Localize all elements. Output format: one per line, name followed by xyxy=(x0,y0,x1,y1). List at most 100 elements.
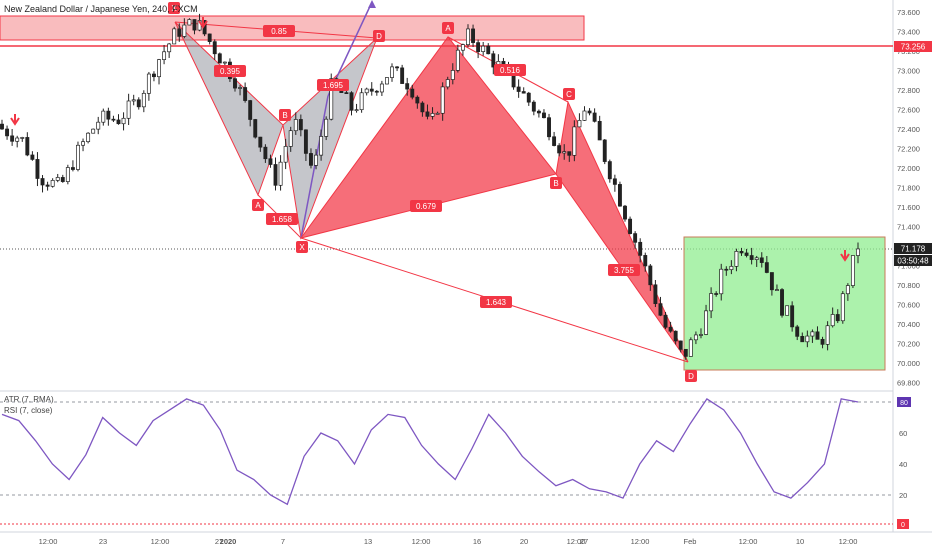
candle-body xyxy=(775,289,779,291)
point-a-main[interactable]: A xyxy=(442,22,454,34)
candle-body xyxy=(628,218,633,234)
time-tick-label: 10 xyxy=(796,537,804,546)
candle-body xyxy=(739,251,744,254)
candle-body xyxy=(526,92,531,103)
candle-body xyxy=(217,53,222,64)
candle-body xyxy=(521,91,526,94)
price-tick-label: 71.600 xyxy=(897,203,920,212)
ratio-label[interactable]: 1.695 xyxy=(317,79,349,91)
candle-body xyxy=(30,154,35,160)
candle-body xyxy=(663,314,668,328)
svg-text:0.395: 0.395 xyxy=(220,67,241,76)
candle-body xyxy=(643,255,648,267)
time-axis[interactable] xyxy=(0,532,893,550)
candle-body xyxy=(754,257,759,260)
candle-body xyxy=(177,28,182,37)
candle-body xyxy=(445,79,450,88)
time-tick-label: 12:00 xyxy=(839,537,858,546)
candle-body xyxy=(101,110,106,123)
candle-body xyxy=(460,44,465,51)
candle-body xyxy=(597,120,602,141)
bat-pattern-left[interactable] xyxy=(174,0,378,240)
point-b-left[interactable]: B xyxy=(279,109,291,121)
candle-body xyxy=(288,130,293,147)
rsi-label: RSI (7, close) xyxy=(4,406,53,415)
candle-body xyxy=(364,88,369,94)
candle-body xyxy=(0,123,4,130)
svg-text:0.516: 0.516 xyxy=(500,66,521,75)
candle-body xyxy=(283,146,288,163)
candle-body xyxy=(349,92,354,111)
candle-body xyxy=(536,110,541,114)
candle-body xyxy=(840,293,845,322)
candle-body xyxy=(187,19,192,26)
point-d-left[interactable]: D xyxy=(373,30,385,42)
candle-body xyxy=(415,96,420,104)
candle-body xyxy=(658,303,663,316)
candle-body xyxy=(617,184,622,207)
ratio-label[interactable]: 3.755 xyxy=(608,264,640,276)
candle-body xyxy=(516,86,521,92)
ratio-label[interactable]: 1.658 xyxy=(266,213,298,225)
svg-text:0.85: 0.85 xyxy=(271,27,287,36)
point-a-left[interactable]: A xyxy=(252,199,264,211)
candle-body xyxy=(25,137,30,156)
point-b-main[interactable]: B xyxy=(550,177,562,189)
time-tick-label: 13 xyxy=(364,537,372,546)
candle-body xyxy=(141,92,146,108)
candle-body xyxy=(70,167,75,170)
candle-body xyxy=(400,67,405,84)
candle-body xyxy=(815,331,820,340)
candle-body xyxy=(248,100,253,120)
candle-body xyxy=(567,151,572,156)
price-candles[interactable] xyxy=(0,13,860,360)
time-tick-label: Feb xyxy=(684,537,697,546)
candle-body xyxy=(162,51,167,60)
candle-body xyxy=(623,205,627,220)
candle-body xyxy=(278,161,283,186)
price-tick-label: 72.000 xyxy=(897,164,920,173)
rsi-tick-label: 60 xyxy=(899,429,907,438)
candle-body xyxy=(425,111,430,117)
price-tick-label: 72.800 xyxy=(897,86,920,95)
candle-body xyxy=(810,331,815,337)
point-x-left[interactable]: X xyxy=(168,2,180,14)
candle-body xyxy=(440,86,445,114)
svg-text:A: A xyxy=(255,201,261,210)
candle-body xyxy=(131,99,136,102)
svg-text:A: A xyxy=(445,24,451,33)
candle-body xyxy=(850,255,855,286)
candle-body xyxy=(212,41,217,55)
indicator-pane[interactable] xyxy=(0,392,893,532)
candle-body xyxy=(435,112,440,115)
candle-body xyxy=(384,77,389,85)
candle-body xyxy=(238,87,243,89)
candle-body xyxy=(298,119,303,131)
ratio-label[interactable]: 0.679 xyxy=(410,200,442,212)
resistance-price-badge: 73.256 xyxy=(894,41,932,52)
ratio-label[interactable]: 0.85 xyxy=(263,25,295,37)
ratio-label[interactable]: 0.395 xyxy=(214,65,246,77)
candle-body xyxy=(395,66,400,69)
candle-body xyxy=(76,144,80,170)
ratio-label[interactable]: 0.516 xyxy=(494,64,526,76)
svg-text:0.679: 0.679 xyxy=(416,202,437,211)
candle-body xyxy=(729,265,734,271)
time-tick-label: 27 xyxy=(215,537,223,546)
point-c-main[interactable]: C xyxy=(563,88,575,100)
point-x-main[interactable]: X xyxy=(296,241,308,253)
rsi-line[interactable] xyxy=(1,398,859,506)
candle-body xyxy=(207,33,212,42)
price-tick-label: 72.400 xyxy=(897,125,920,134)
candle-body xyxy=(60,177,65,182)
candle-body xyxy=(709,293,714,312)
point-d-main[interactable]: D xyxy=(685,370,697,382)
ratio-label[interactable]: 1.643 xyxy=(480,296,512,308)
chart-title: New Zealand Dollar / Japanese Yen, 240, … xyxy=(4,4,198,14)
candle-body xyxy=(683,348,688,357)
candle-body xyxy=(121,117,126,125)
atr-badge: 0 xyxy=(897,519,909,529)
svg-text:0: 0 xyxy=(901,522,905,529)
